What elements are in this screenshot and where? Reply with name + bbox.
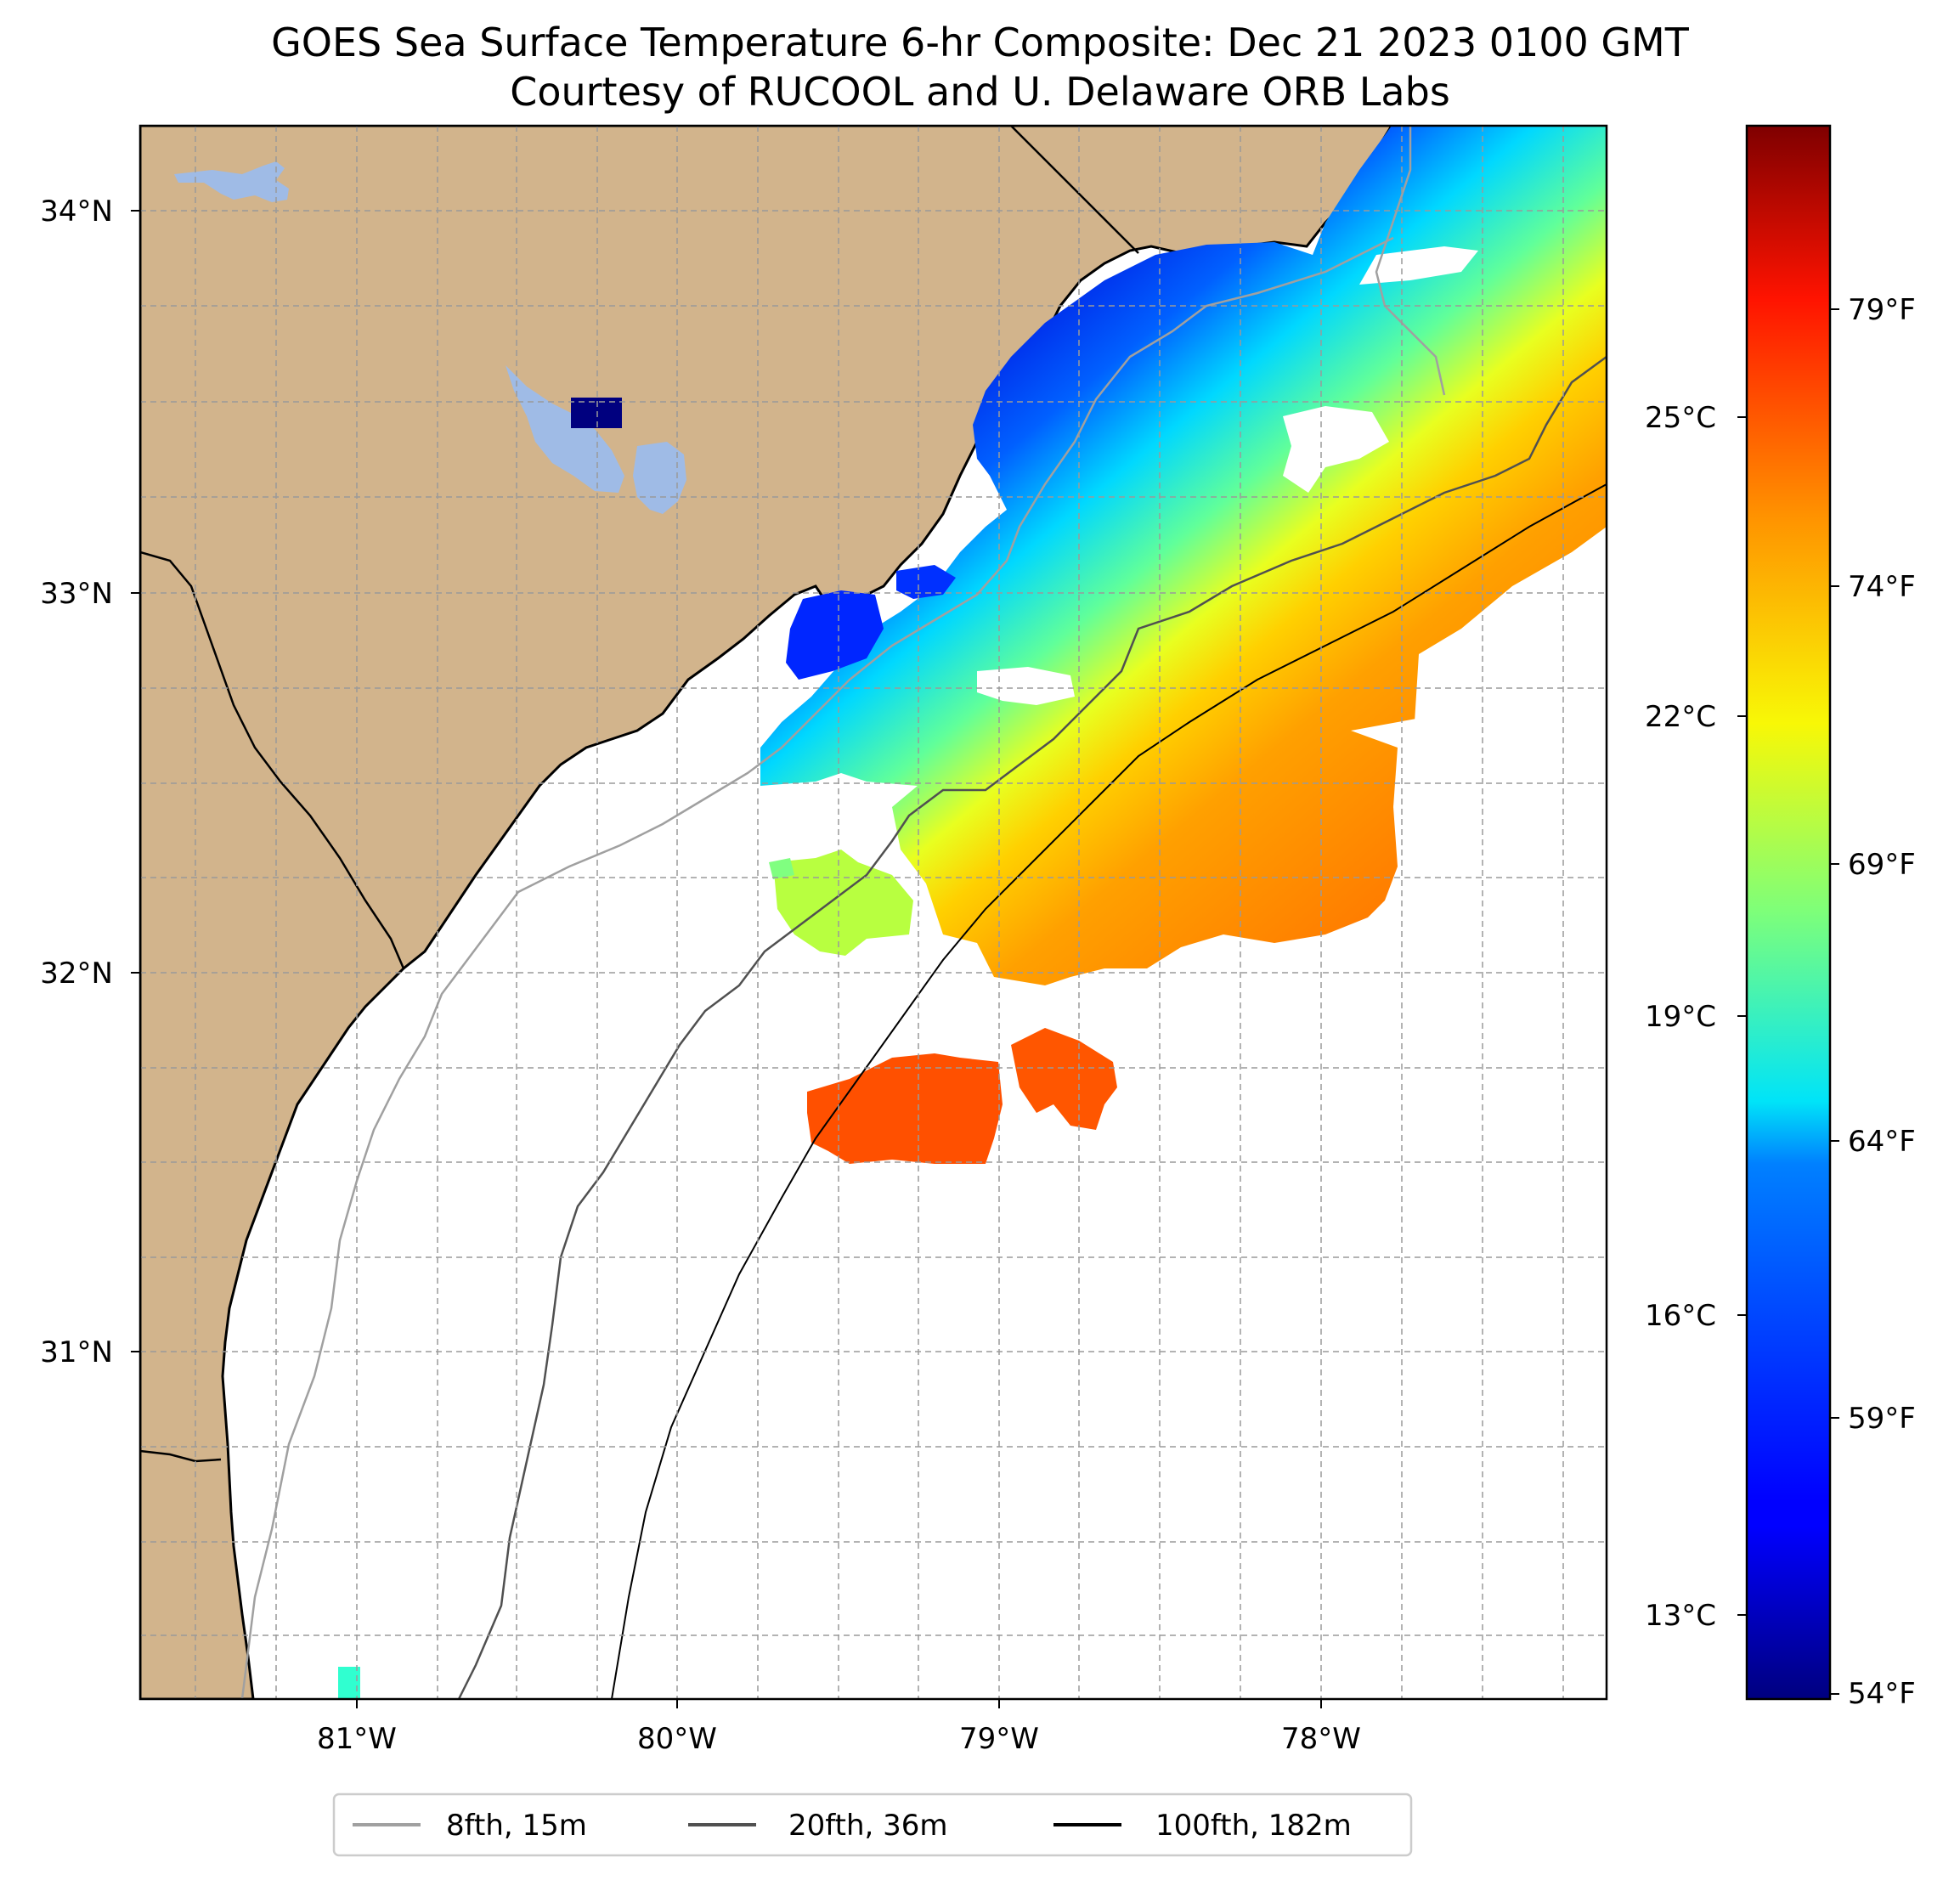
lake-hartwell bbox=[174, 161, 289, 202]
sst-green-patch-2 bbox=[769, 858, 794, 879]
lat-tick-labels: 34°N 33°N 32°N 31°N bbox=[40, 195, 113, 1369]
cbar-f-54: 54°F bbox=[1848, 1677, 1916, 1711]
isobath-15m bbox=[240, 126, 1446, 1699]
lat-label-33n: 33°N bbox=[40, 577, 113, 611]
sst-blue-patch bbox=[786, 590, 884, 680]
lon-label-79w: 79°W bbox=[959, 1722, 1039, 1756]
cbar-c-19: 19°C bbox=[1645, 1000, 1716, 1034]
lon-tick-labels: 81°W 80°W 79°W 78°W bbox=[317, 1722, 1361, 1756]
sst-cloud-gap-3 bbox=[1359, 246, 1478, 285]
chart-subtitle: Courtesy of RUCOOL and U. Delaware ORB L… bbox=[510, 69, 1450, 115]
lake-marion bbox=[506, 365, 624, 493]
colorbar-celsius-axis: 25°C 22°C 19°C 16°C 13°C bbox=[1645, 401, 1716, 1633]
colorbar-fahrenheit-axis: 79°F 74°F 69°F 64°F 59°F 54°F bbox=[1848, 293, 1916, 1711]
sst-cloud-gap-4 bbox=[1351, 714, 1444, 807]
lake-moultrie bbox=[633, 442, 686, 514]
cbar-f-74: 74°F bbox=[1848, 570, 1916, 604]
legend-label-36m: 20fth, 36m bbox=[788, 1809, 948, 1843]
map-frame bbox=[138, 124, 1608, 1701]
map-gridlines bbox=[140, 126, 1607, 1699]
lon-ticks bbox=[356, 1699, 1322, 1708]
colorbar bbox=[1745, 124, 1832, 1701]
lat-label-34n: 34°N bbox=[40, 195, 113, 229]
state-border bbox=[1010, 126, 1139, 254]
colorbar-fahrenheit-ticks bbox=[1830, 308, 1839, 1695]
lon-label-81w: 81°W bbox=[317, 1722, 397, 1756]
sst-nearshore-pixel bbox=[338, 1667, 360, 1699]
chart-title: GOES Sea Surface Temperature 6-hr Compos… bbox=[271, 20, 1689, 65]
lat-label-31n: 31°N bbox=[40, 1335, 113, 1369]
cbar-f-69: 69°F bbox=[1848, 848, 1916, 882]
lon-label-78w: 78°W bbox=[1281, 1722, 1361, 1756]
sst-orange-south-2 bbox=[1011, 1028, 1117, 1130]
cbar-f-64: 64°F bbox=[1848, 1125, 1916, 1159]
land-mass bbox=[140, 126, 1393, 1699]
sst-blue-patch-2 bbox=[896, 565, 956, 599]
lake-cold-pixel bbox=[571, 398, 622, 428]
sst-main-field bbox=[760, 126, 1607, 985]
cbar-c-22: 22°C bbox=[1645, 700, 1716, 734]
lat-label-32n: 32°N bbox=[40, 957, 113, 991]
sst-cloud-gap-1 bbox=[1283, 406, 1389, 493]
sst-cloud-gap-2 bbox=[977, 667, 1075, 705]
isobath-36m bbox=[457, 355, 1607, 1699]
legend-label-182m: 100fth, 182m bbox=[1155, 1809, 1352, 1843]
lon-label-80w: 80°W bbox=[637, 1722, 717, 1756]
lat-ticks bbox=[131, 210, 140, 1352]
cbar-c-25: 25°C bbox=[1645, 401, 1716, 435]
isobath-182m bbox=[611, 483, 1607, 1699]
state-border-south bbox=[140, 550, 405, 969]
cbar-f-79: 79°F bbox=[1848, 293, 1916, 327]
sst-green-patch bbox=[773, 850, 913, 956]
cbar-f-59: 59°F bbox=[1848, 1402, 1916, 1436]
cbar-c-16: 16°C bbox=[1645, 1299, 1716, 1333]
map-area bbox=[140, 126, 1607, 1699]
legend-label-15m: 8fth, 15m bbox=[446, 1809, 587, 1843]
cbar-c-13: 13°C bbox=[1645, 1599, 1716, 1633]
colorbar-celsius-ticks bbox=[1737, 416, 1747, 1616]
legend: 8fth, 15m 20fth, 36m 100fth, 182m bbox=[332, 1792, 1413, 1857]
state-border-ga bbox=[140, 1449, 222, 1463]
legend-box bbox=[332, 1792, 1413, 1857]
